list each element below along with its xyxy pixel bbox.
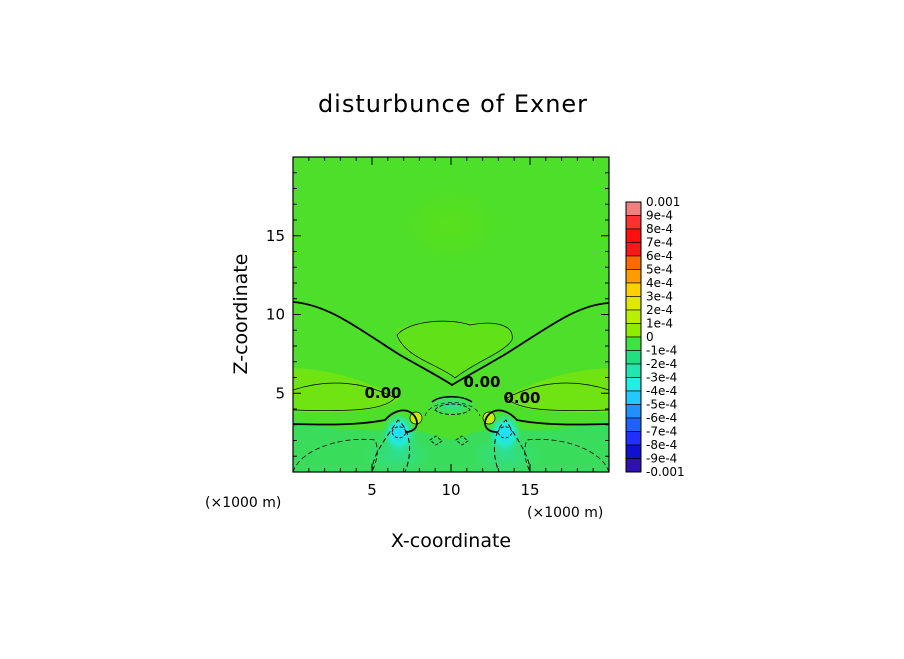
colorbar-label: -7e-4 xyxy=(646,425,677,439)
colorbar-label: -3e-4 xyxy=(646,371,677,385)
x-unit-label: (×1000 m) xyxy=(527,505,603,521)
contour-label: 0.00 xyxy=(463,373,500,391)
colorbar-frame xyxy=(625,201,642,473)
colorbar-label: 6e-4 xyxy=(646,249,673,263)
colorbar-label: -5e-4 xyxy=(646,398,677,412)
contour-label: 0.00 xyxy=(503,389,540,407)
colorbar-label: -4e-4 xyxy=(646,384,677,398)
colorbar-segment xyxy=(625,377,642,392)
colorbar-segment xyxy=(625,323,642,338)
y-tick-labels: 5 10 15 xyxy=(266,227,285,403)
colorbar-segment xyxy=(625,282,642,297)
y-axis-label: Z-coordinate xyxy=(230,254,252,375)
x-tick-label: 15 xyxy=(520,481,539,499)
colorbar-label: -8e-4 xyxy=(646,438,677,452)
x-tick-label: 10 xyxy=(441,481,460,499)
colorbar-label: 0.001 xyxy=(646,195,680,209)
colorbar-segment xyxy=(625,404,642,419)
x-tick-labels: 5 10 15 xyxy=(367,481,539,499)
y-tick-label: 5 xyxy=(275,384,285,402)
colorbar-segment xyxy=(625,215,642,230)
contour-field xyxy=(293,157,609,472)
colorbar-label: -0.001 xyxy=(646,465,685,479)
colorbar-segment xyxy=(625,363,642,378)
y-unit-label: (×1000 m) xyxy=(205,495,281,511)
colorbar-segment xyxy=(625,350,642,365)
colorbar-segment xyxy=(625,431,642,446)
colorbar-segment xyxy=(625,242,642,257)
colorbar-segment xyxy=(625,228,642,243)
colorbar-segment xyxy=(625,255,642,270)
colorbar-label: -9e-4 xyxy=(646,452,677,466)
colorbar-label: 0 xyxy=(646,330,654,344)
colorbar-label: -1e-4 xyxy=(646,344,677,358)
colorbar-label: -6e-4 xyxy=(646,411,677,425)
chart-title: disturbunce of Exner xyxy=(318,90,588,118)
y-tick-label: 10 xyxy=(266,306,285,324)
x-axis-label: X-coordinate xyxy=(391,530,511,552)
colorbar-label: -2e-4 xyxy=(646,357,677,371)
colorbar: 0.0019e-48e-47e-46e-45e-44e-43e-42e-41e-… xyxy=(625,195,685,479)
colorbar-segment xyxy=(625,269,642,284)
colorbar-segment xyxy=(625,417,642,432)
colorbar-segment xyxy=(625,296,642,311)
colorbar-label: 7e-4 xyxy=(646,236,673,250)
colorbar-segment xyxy=(625,444,642,459)
x-tick-label: 5 xyxy=(367,481,377,499)
colorbar-label: 2e-4 xyxy=(646,303,673,317)
colorbar-segment xyxy=(625,201,642,216)
colorbar-label: 5e-4 xyxy=(646,263,673,277)
colorbar-label: 3e-4 xyxy=(646,290,673,304)
axis-ticks xyxy=(293,157,609,472)
colorbar-label: 9e-4 xyxy=(646,209,673,223)
colorbar-label: 8e-4 xyxy=(646,222,673,236)
colorbar-label: 1e-4 xyxy=(646,317,673,331)
colorbar-segment xyxy=(625,336,642,351)
contour-label: 0.00 xyxy=(364,384,401,402)
colorbar-label: 4e-4 xyxy=(646,276,673,290)
y-tick-label: 15 xyxy=(266,227,285,245)
colorbar-segment xyxy=(625,458,642,473)
colorbar-segment xyxy=(625,309,642,324)
colorbar-segment xyxy=(625,390,642,405)
